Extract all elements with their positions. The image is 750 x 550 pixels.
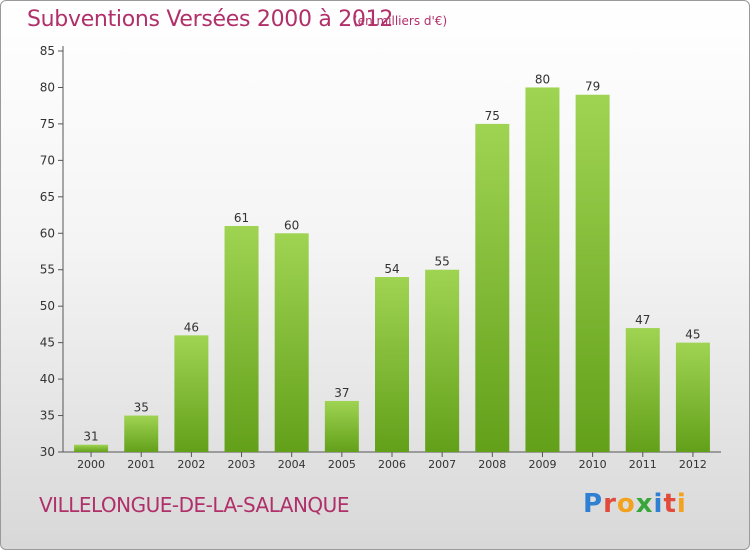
data-label: 75 (485, 109, 500, 123)
data-label: 31 (83, 430, 98, 444)
data-label: 80 (535, 72, 550, 86)
y-tick-label: 65 (40, 190, 55, 204)
data-label: 61 (234, 211, 249, 225)
proxiti-logo: Proxiti (583, 489, 687, 519)
bar (224, 225, 259, 452)
x-tick-label: 2005 (328, 458, 356, 471)
chart-axes: 30 35 40 45 50 55 60 65 70 75 80 85 (40, 44, 721, 459)
bar (625, 328, 660, 452)
bar (124, 415, 159, 452)
bar (174, 335, 209, 452)
bar (274, 233, 309, 452)
logo-letter: i (653, 489, 664, 519)
x-tick-label: 2009 (528, 458, 556, 471)
location-name: VILLELONGUE-DE-LA-SALANQUE (39, 493, 349, 517)
x-tick-label: 2006 (378, 458, 406, 471)
x-tick-label: 2008 (478, 458, 506, 471)
data-label: 60 (284, 218, 299, 232)
x-tick-label: 2002 (177, 458, 205, 471)
logo-letter: x (635, 489, 654, 519)
chart-bars (74, 87, 710, 453)
x-tick-label: 2001 (127, 458, 155, 471)
y-tick-label: 45 (40, 336, 55, 350)
data-label: 35 (134, 401, 149, 415)
y-tick-label: 80 (40, 80, 55, 94)
y-tick-label: 35 (40, 409, 55, 423)
data-label: 47 (635, 313, 650, 327)
bar (74, 444, 109, 452)
y-tick-label: 55 (40, 263, 55, 277)
data-label: 54 (384, 262, 399, 276)
bar (425, 269, 460, 452)
bar (575, 94, 610, 452)
bar (375, 277, 409, 452)
x-tick-label: 2011 (629, 458, 657, 471)
x-tick-label: 2004 (278, 458, 306, 471)
y-tick-label: 40 (40, 372, 55, 386)
data-label: 37 (334, 386, 349, 400)
logo-letter: r (603, 489, 617, 519)
logo-letter: t (663, 489, 677, 519)
x-tick-label: 2003 (228, 458, 256, 471)
bar (525, 87, 560, 453)
y-tick-label: 60 (40, 226, 55, 240)
x-tick-label: 2007 (428, 458, 456, 471)
y-tick-label: 85 (40, 44, 55, 58)
logo-letter: i (676, 489, 687, 519)
x-tick-label: 2012 (679, 458, 707, 471)
chart-labels: 2000 31 2001 35 2002 46 2003 61 2004 60 2005 37 2006… (77, 72, 707, 471)
data-label: 45 (685, 328, 700, 342)
y-tick-label: 50 (40, 299, 55, 313)
y-tick-label: 30 (40, 445, 55, 459)
data-label: 46 (184, 320, 199, 334)
data-label: 55 (435, 255, 450, 269)
y-tick-label: 75 (40, 117, 55, 131)
bar (675, 342, 710, 452)
logo-letter: P (583, 489, 604, 519)
chart-title: Subventions Versées 2000 à 2012 (27, 7, 394, 32)
y-tick-label: 70 (40, 153, 55, 167)
chart-subtitle: (en milliers d'€) (353, 14, 448, 28)
logo-letter: o (616, 489, 636, 519)
bar (475, 123, 510, 452)
x-tick-label: 2010 (579, 458, 607, 471)
bar (324, 400, 359, 452)
data-label: 79 (585, 80, 600, 94)
x-tick-label: 2000 (77, 458, 105, 471)
